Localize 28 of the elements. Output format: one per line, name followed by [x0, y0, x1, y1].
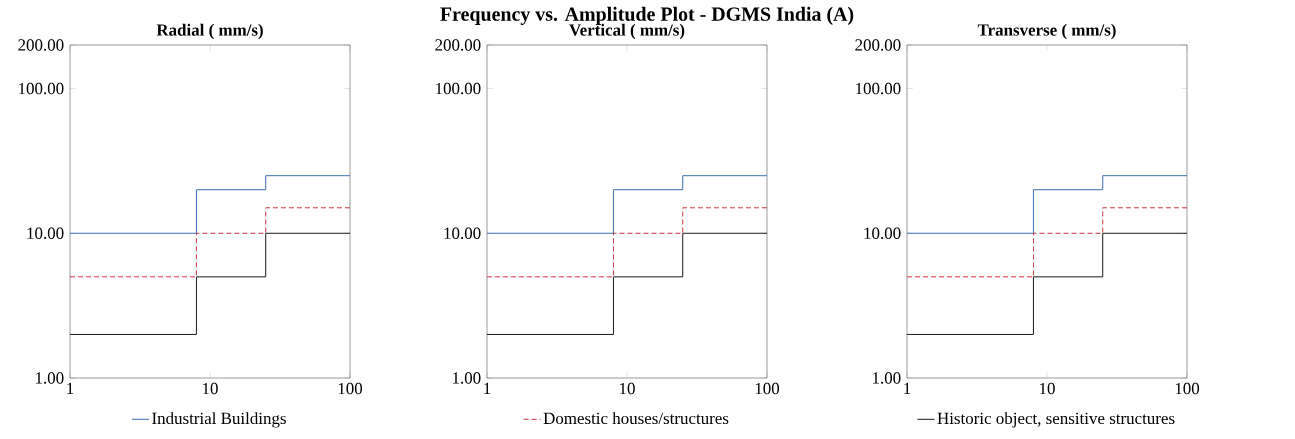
- x-tick-label: 100: [755, 382, 780, 395]
- y-tick-label: 200.00: [855, 39, 901, 51]
- y-tick-label: 100.00: [19, 82, 64, 95]
- text: Frequency vs. Amplitude Plot - DGMS India (A): [440, 6, 854, 25]
- x-tick-label: 1: [67, 382, 74, 395]
- legend-label: Domestic houses/structures: [543, 412, 729, 425]
- x-tick-label: 10: [203, 382, 218, 395]
- chart-title: Radial ( mm/s): [156, 23, 263, 40]
- legend-label: Industrial Buildings: [152, 412, 286, 428]
- x-tick-label: 10: [620, 382, 635, 395]
- legend-label: Historic object, sensitive structures: [937, 412, 1175, 428]
- chart-title: Transverse ( mm/s): [977, 23, 1116, 40]
- y-tick-label: 1.00: [873, 372, 901, 384]
- x-tick-label: 100: [338, 382, 363, 395]
- y-tick-label: 1.00: [453, 372, 481, 384]
- chart-title: Vertical ( mm/s): [569, 23, 685, 40]
- y-tick-label: 10.00: [864, 227, 901, 240]
- x-tick-label: 10: [1040, 382, 1055, 395]
- y-tick-label: 10.00: [444, 227, 481, 240]
- x-tick-label: 1: [904, 382, 911, 395]
- y-tick-label: 100.00: [856, 82, 901, 95]
- y-tick-label: 200.00: [435, 39, 481, 51]
- y-tick-label: 200.00: [18, 39, 64, 51]
- x-tick-label: 100: [1175, 382, 1200, 395]
- x-tick-label: 1: [484, 382, 491, 395]
- y-tick-label: 100.00: [436, 82, 481, 95]
- y-tick-label: 10.00: [27, 227, 64, 240]
- y-tick-label: 1.00: [36, 372, 64, 384]
